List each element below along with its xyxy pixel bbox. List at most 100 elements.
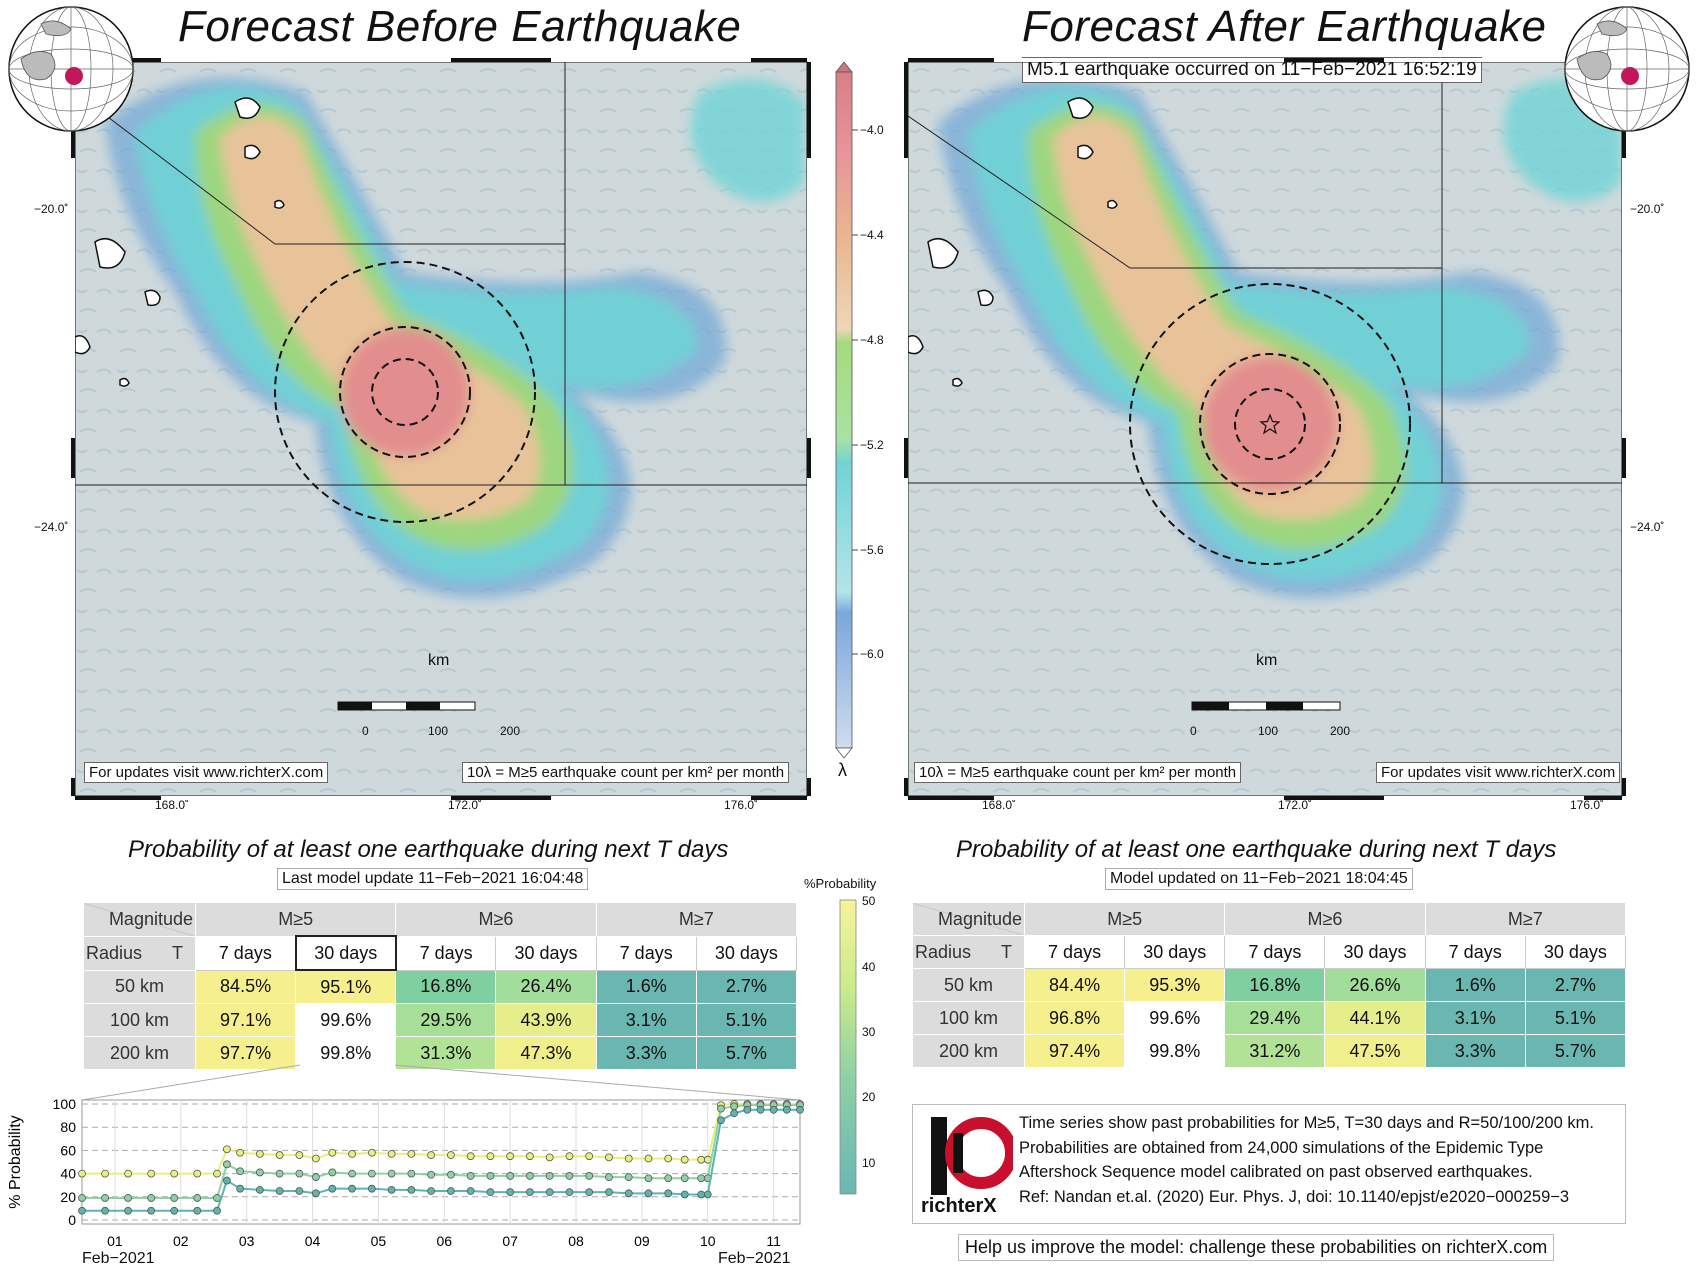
- series-point: [782, 1105, 791, 1114]
- prob-cell: 3.1%: [1424, 1001, 1526, 1035]
- corner-magnitude-label: Magnitude: [108, 908, 193, 929]
- series-point: [124, 1206, 133, 1215]
- series-point: [101, 1169, 109, 1178]
- series-point: [446, 1151, 455, 1159]
- series-point: [644, 1189, 653, 1198]
- prob-cell: 2.7%: [1524, 968, 1627, 1002]
- right-globe-inset: [1564, 6, 1690, 132]
- y-tick-label: 0: [68, 1212, 76, 1228]
- series-point: [387, 1169, 396, 1178]
- series-point: [328, 1184, 337, 1193]
- mag-header: M≥5: [194, 902, 397, 937]
- series-point: [697, 1155, 706, 1164]
- series-point: [486, 1188, 495, 1197]
- series-point: [213, 1169, 221, 1178]
- series-point: [328, 1168, 337, 1177]
- series-point: [236, 1148, 244, 1157]
- table-row: 100 km 97.1% 99.6% 29.5% 43.9% 3.1% 5.1%: [83, 1003, 798, 1037]
- series-point: [147, 1169, 156, 1178]
- info-line: Probabilities are obtained from 24,000 s…: [1019, 1138, 1544, 1157]
- series-point: [348, 1169, 356, 1178]
- series-point: [605, 1173, 613, 1181]
- prob-tick-50: 50: [862, 894, 876, 908]
- series-point: [526, 1152, 534, 1161]
- series-point: [624, 1173, 633, 1181]
- series-point: [311, 1173, 320, 1181]
- prob-cell: 99.6%: [295, 1003, 397, 1037]
- series-point: [193, 1206, 202, 1215]
- series-point: [585, 1172, 594, 1180]
- series-point: [328, 1148, 337, 1157]
- series-point: [223, 1176, 231, 1185]
- series-point: [295, 1187, 304, 1195]
- corner-magnitude: Magnitude: [83, 902, 196, 937]
- prob-cell: 97.4%: [1023, 1034, 1126, 1068]
- right-url-note: For updates visit www.richterX.com: [1376, 762, 1621, 783]
- richterx-logo-text: richterX: [921, 1195, 997, 1217]
- y-tick-label: 80: [60, 1119, 76, 1135]
- period-header: 30 days: [495, 935, 597, 971]
- series-point: [664, 1154, 673, 1163]
- left-forecast-map: [74, 62, 807, 796]
- series-point: [124, 1194, 133, 1202]
- info-line: Ref: Nandan et.al. (2020) Eur. Phys. J, …: [1019, 1187, 1570, 1206]
- prob-tick-20: 20: [862, 1090, 876, 1104]
- series-point: [101, 1194, 109, 1202]
- left-probability-table: Magnitude M≥5 M≥6 M≥7 Radius T 7 days 30 …: [83, 902, 798, 1070]
- series-point: [680, 1155, 689, 1164]
- help-link[interactable]: Help us improve the model: challenge the…: [958, 1234, 1555, 1261]
- right-forecast-map: [907, 62, 1622, 796]
- left-lon-label-172: 172.0˚: [448, 798, 483, 812]
- right-lon-label-168: 168.0˚: [982, 798, 1017, 812]
- series-point: [170, 1169, 179, 1178]
- series-point: [367, 1169, 376, 1178]
- series-point: [311, 1189, 320, 1198]
- series-point: [348, 1149, 356, 1158]
- corner-magnitude-label: Magnitude: [937, 908, 1022, 929]
- richterx-logo-icon: [931, 1117, 1013, 1195]
- series-point: [624, 1154, 633, 1163]
- series-point: [585, 1188, 594, 1197]
- series-point: [664, 1189, 673, 1198]
- right-map-frame: [904, 58, 1626, 800]
- prob-cell: 5.7%: [1524, 1034, 1627, 1068]
- right-lat-label-20: −20.0˚: [1630, 202, 1665, 216]
- prob-cell: 47.3%: [495, 1036, 597, 1070]
- series-point: [147, 1206, 156, 1215]
- prob-cell: 99.8%: [295, 1036, 397, 1070]
- right-lon-label-176: 176.0˚: [1570, 798, 1605, 812]
- y-tick-label: 40: [60, 1166, 76, 1182]
- series-point: [769, 1105, 778, 1114]
- series-point: [664, 1174, 673, 1183]
- connector-line: [81, 1064, 801, 1101]
- lambda-colorbar: [835, 62, 858, 759]
- corner-radius: Radius T: [83, 935, 196, 971]
- table-row: 200 km 97.4% 99.8% 31.2% 47.5% 3.3% 5.7%: [912, 1034, 1627, 1068]
- series-point: [605, 1153, 613, 1162]
- corner-radius: Radius T: [912, 935, 1025, 969]
- x-tick-label: 07: [502, 1233, 518, 1249]
- series-point: [223, 1160, 231, 1169]
- series-point: [446, 1170, 455, 1179]
- prob-cell: 99.6%: [1124, 1001, 1226, 1035]
- prob-cell: 26.6%: [1324, 968, 1426, 1002]
- table-row: 200 km 97.7% 99.8% 31.3% 47.3% 3.3% 5.7%: [83, 1036, 798, 1070]
- table-row: 50 km 84.4% 95.3% 16.8% 26.6% 1.6% 2.7%: [912, 968, 1627, 1002]
- radius-label: 200 km: [83, 1036, 196, 1070]
- epicenter-star-icon: [1259, 413, 1281, 435]
- series-point: [717, 1104, 725, 1113]
- series-point: [756, 1105, 765, 1114]
- prob-cell: 16.8%: [395, 969, 497, 1004]
- series-point: [644, 1154, 653, 1163]
- corner-t-label: T: [1001, 941, 1012, 962]
- series-point: [170, 1206, 179, 1215]
- series-point: [427, 1151, 436, 1159]
- series-point: [644, 1174, 653, 1183]
- left-scale-unit: km: [428, 652, 450, 669]
- right-table-heading: Probability of at least one earthquake d…: [956, 836, 1557, 863]
- period-header: 30 days: [695, 935, 798, 971]
- series-point: [101, 1206, 109, 1215]
- series-point: [605, 1188, 613, 1197]
- prob-cell: 2.7%: [695, 969, 798, 1004]
- series-point: [486, 1172, 495, 1180]
